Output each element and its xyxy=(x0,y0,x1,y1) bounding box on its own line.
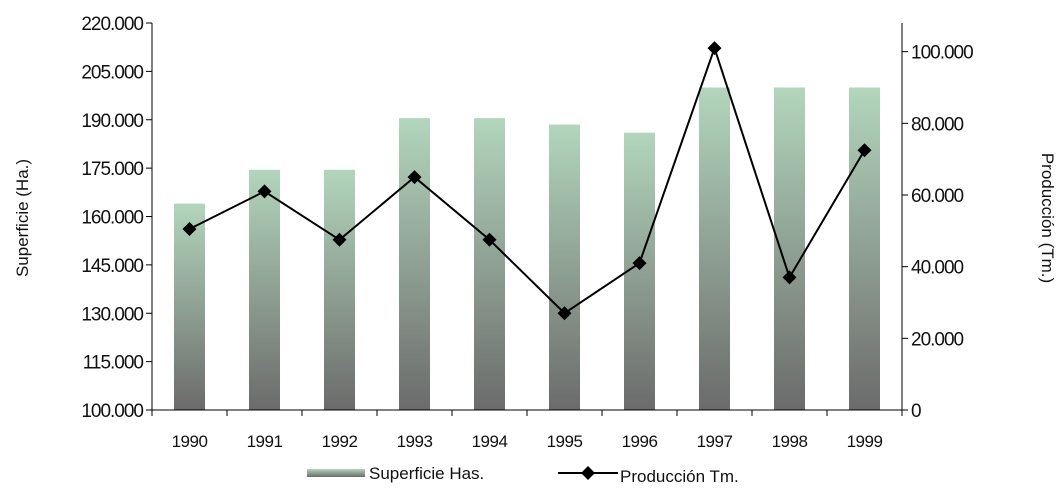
bar xyxy=(399,118,430,410)
bar xyxy=(174,203,205,410)
y-tick-label: 115.000 xyxy=(83,353,144,374)
y2-tick-label: 40.000 xyxy=(911,258,964,279)
bar xyxy=(249,169,280,410)
y2-tick-label: 20.000 xyxy=(911,329,964,350)
y2-tick-label: 80.000 xyxy=(911,114,964,135)
point-marker xyxy=(857,143,872,158)
x-tick-label: 1996 xyxy=(622,432,658,451)
x-tick-label: 1990 xyxy=(172,432,208,451)
y2-tick-label: 60.000 xyxy=(911,186,964,207)
bar xyxy=(324,169,355,410)
x-tick-label: 1992 xyxy=(322,432,358,451)
y-tick-label: 145.000 xyxy=(81,256,143,277)
y-axis-title: Superficie (Ha.) xyxy=(13,159,32,277)
point-marker xyxy=(407,170,422,185)
production-line xyxy=(189,44,866,315)
legend: Superficie Has. Producción Tm. xyxy=(307,464,739,486)
bar xyxy=(549,124,580,411)
x-tick-label: 1993 xyxy=(397,432,433,451)
y2-tick-label: 0 xyxy=(911,401,921,422)
line-series xyxy=(182,41,872,321)
point-marker xyxy=(557,306,572,321)
point-marker xyxy=(482,232,497,247)
point-marker xyxy=(632,256,647,271)
bar xyxy=(849,87,880,410)
y-tick-label: 160.000 xyxy=(81,208,143,229)
bar-series xyxy=(174,87,880,411)
axes: 100.000 115.000 130.000 145.000 160.000 175.0… xyxy=(81,14,974,451)
x-tick-label: 1995 xyxy=(547,432,583,451)
y-tick-label: 205.000 xyxy=(81,62,143,83)
legend-marker-produccion xyxy=(581,466,595,480)
legend-label-superficie: Superficie Has. xyxy=(369,464,484,483)
y-tick-label: 130.000 xyxy=(81,304,143,325)
y-tick-label: 100.000 xyxy=(81,401,143,422)
x-tick-label: 1994 xyxy=(472,432,508,451)
bar xyxy=(624,132,655,410)
point-marker xyxy=(182,222,197,237)
legend-label-produccion: Producción Tm. xyxy=(620,467,739,486)
y-tick-label: 190.000 xyxy=(81,111,143,132)
point-marker xyxy=(782,270,797,285)
y-tick-label: 220.000 xyxy=(81,14,143,35)
x-tick-label: 1999 xyxy=(847,432,883,451)
x-tick-label: 1998 xyxy=(772,432,808,451)
point-marker xyxy=(257,184,272,199)
bar xyxy=(699,87,730,410)
bar xyxy=(774,87,805,410)
bar xyxy=(474,118,505,410)
x-tick-label: 1997 xyxy=(697,432,733,451)
y2-axis-title: Producción (Tm.) xyxy=(1038,153,1057,283)
y-tick-label: 175.000 xyxy=(81,159,143,180)
legend-swatch-superficie xyxy=(307,469,365,477)
point-marker xyxy=(707,41,722,56)
y2-tick-label: 100.000 xyxy=(911,43,973,64)
point-marker xyxy=(332,232,347,247)
x-tick-label: 1991 xyxy=(247,432,283,451)
